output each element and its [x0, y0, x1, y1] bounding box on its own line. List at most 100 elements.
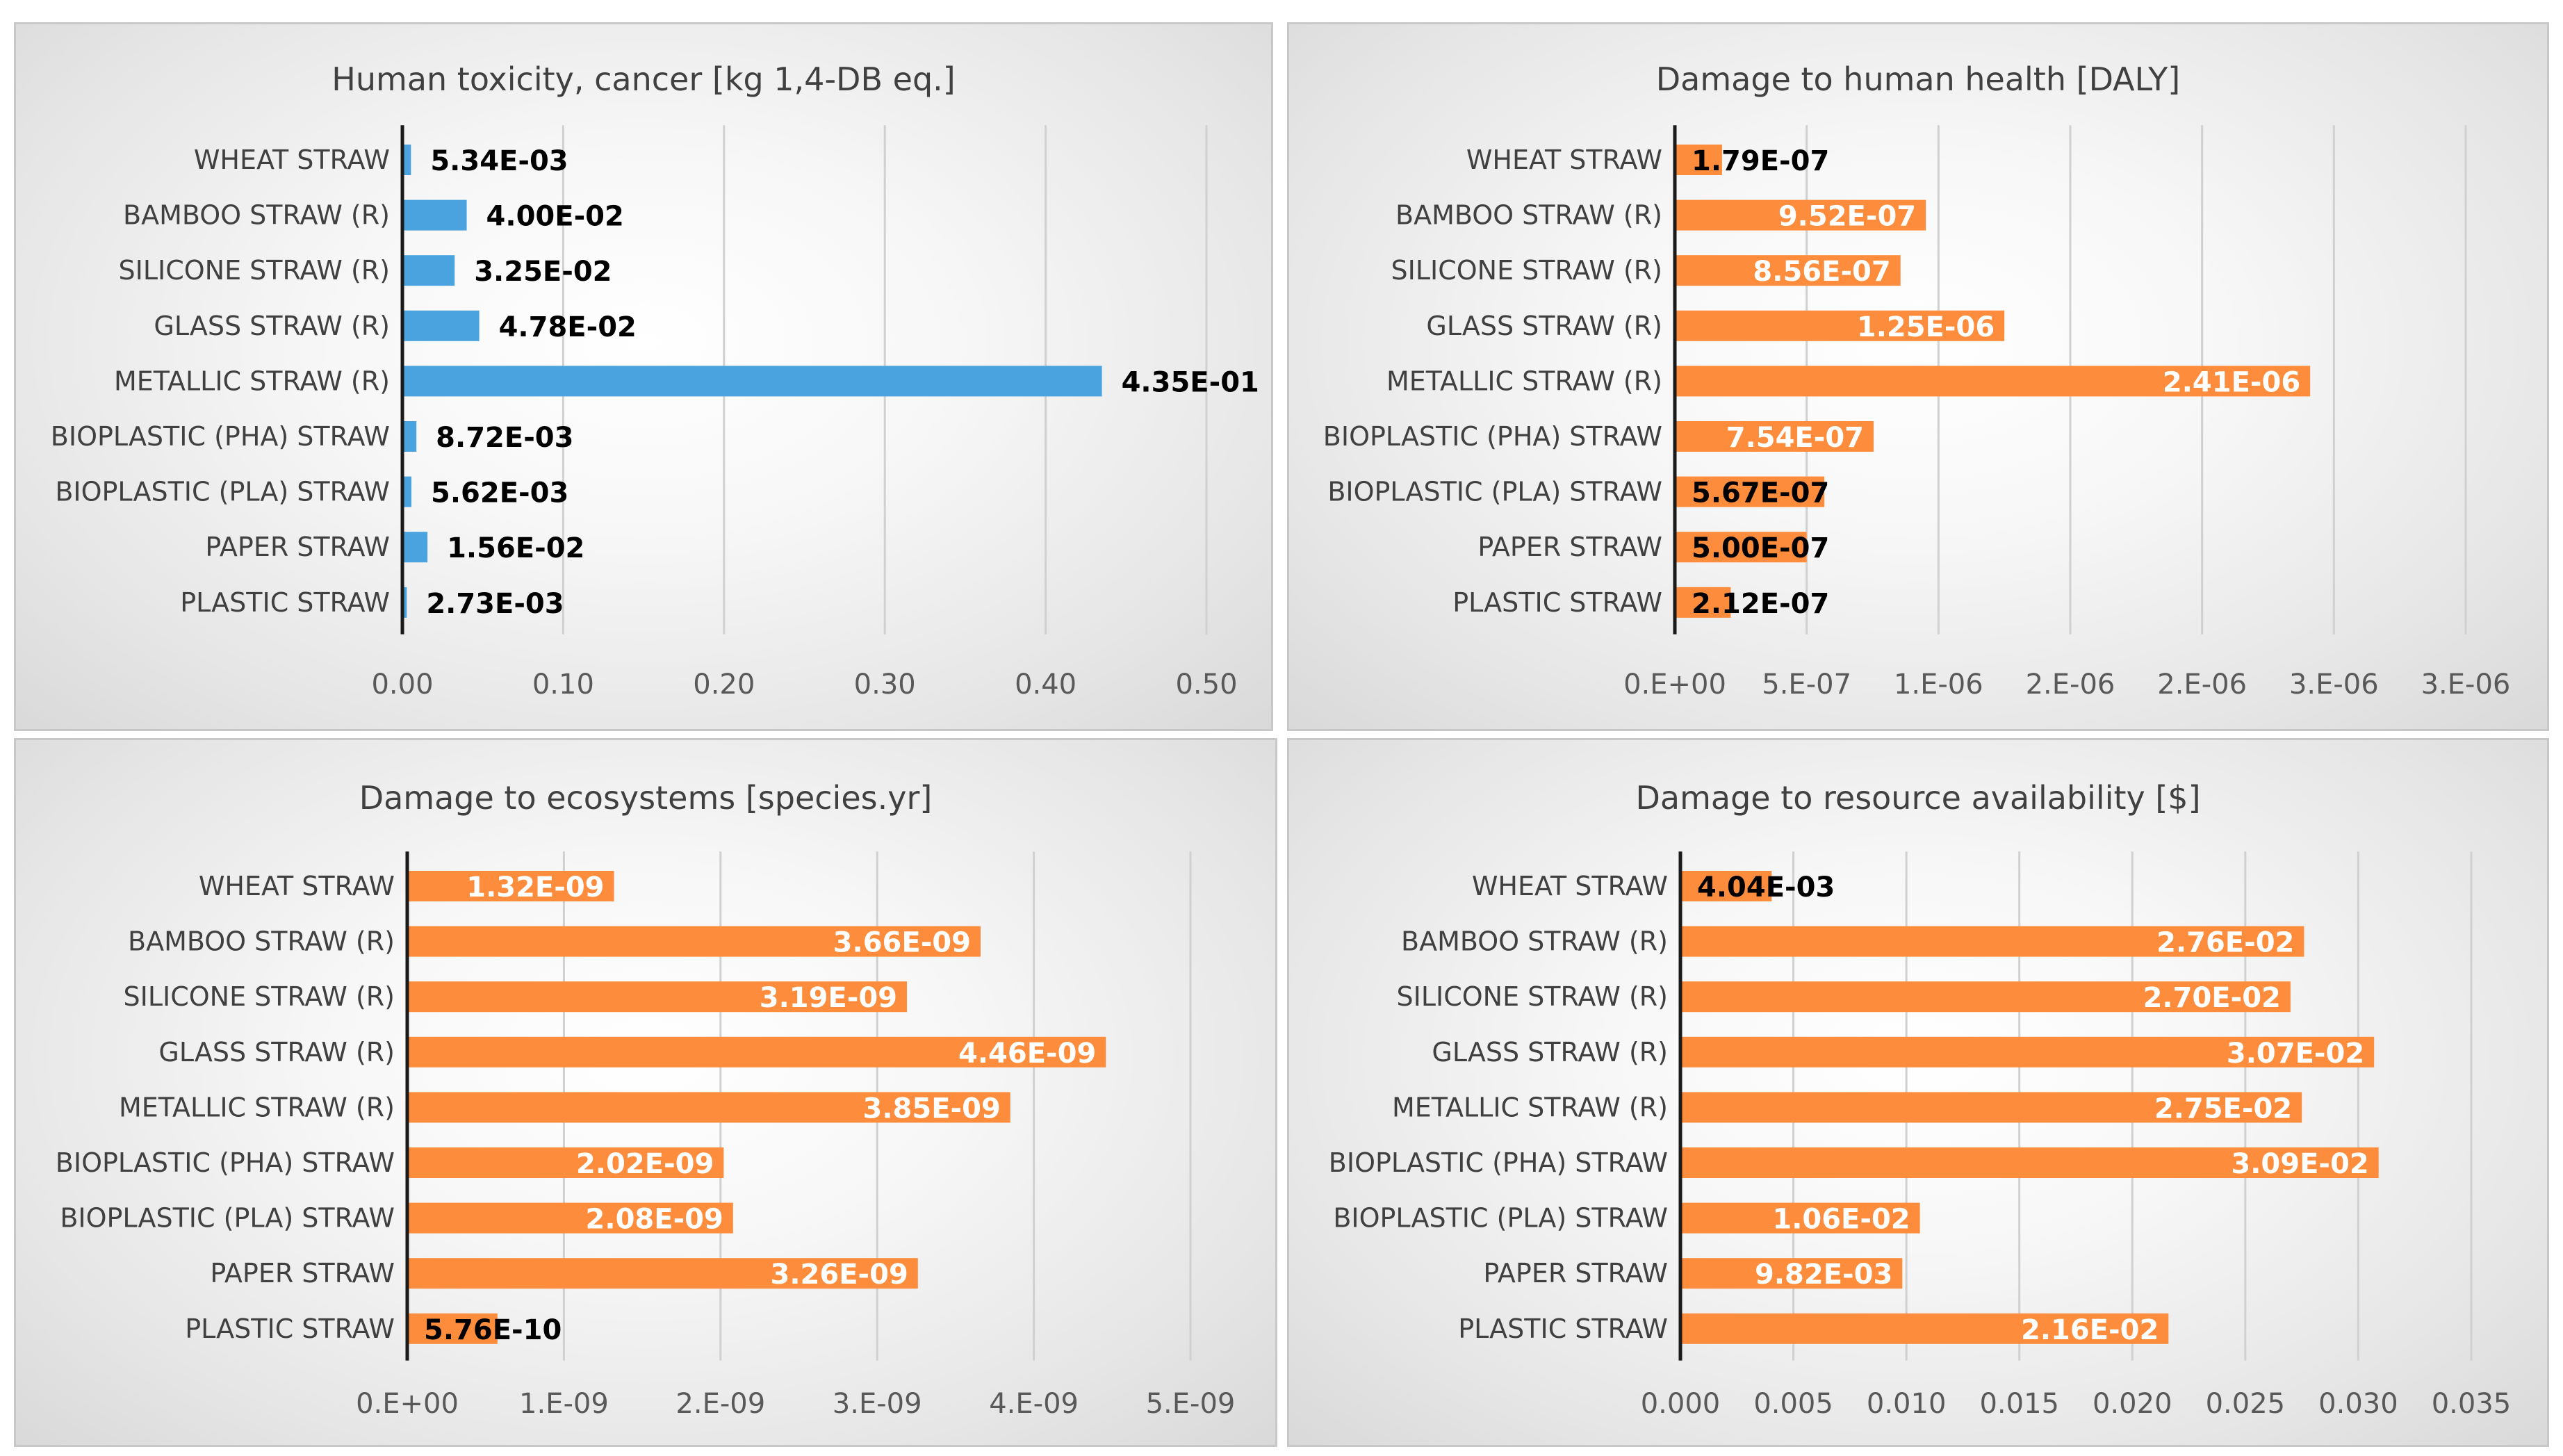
- category-label: BAMBOO STRAW (R): [123, 200, 390, 231]
- tick-label: 0.010: [1867, 1388, 1947, 1420]
- category-label: BIOPLASTIC (PHA) STRAW: [51, 421, 390, 452]
- data-label: 1.32E-09: [466, 872, 604, 903]
- data-label: 3.07E-02: [2227, 1038, 2364, 1070]
- bar: [1680, 1202, 1920, 1234]
- tick-label: 0.10: [532, 669, 594, 701]
- bar: [1675, 310, 2005, 341]
- category-label: WHEAT STRAW: [1466, 145, 1662, 175]
- chart-ecosystems: Damage to ecosystems [species.yr] 0.E+00 1…: [56, 779, 1236, 1420]
- tick-label: 0.025: [2206, 1388, 2286, 1420]
- data-label: 5.00E-07: [1692, 532, 1829, 564]
- bar: [1680, 1092, 2302, 1123]
- data-label: 8.72E-03: [436, 422, 573, 454]
- category-label: BIOPLASTIC (PLA) STRAW: [55, 477, 390, 507]
- bar: [1680, 871, 1772, 901]
- chart-title: Damage to ecosystems [species.yr]: [359, 779, 933, 817]
- chart-panel-human-toxicity: Human toxicity, cancer [kg 1,4-DB eq.] 0.…: [14, 22, 1273, 731]
- chart-human-toxicity: Human toxicity, cancer [kg 1,4-DB eq.] 0.…: [51, 60, 1259, 701]
- category-label: PLASTIC STRAW: [1458, 1314, 1668, 1344]
- tick-label: 0.000: [1641, 1388, 1721, 1420]
- bar: [1675, 366, 2311, 397]
- bar: [1680, 926, 2304, 957]
- data-label: 8.56E-07: [1753, 256, 1890, 288]
- bar: [1675, 476, 1825, 507]
- category-label: BAMBOO STRAW (R): [128, 926, 395, 957]
- data-label: 5.62E-03: [431, 477, 568, 509]
- tick-label: 3.E-06: [2289, 669, 2379, 701]
- category-label: GLASS STRAW (R): [158, 1037, 395, 1068]
- bar: [407, 1147, 724, 1178]
- tick-label: 1.E-09: [519, 1388, 609, 1420]
- tick-label: 0.40: [1015, 669, 1076, 701]
- category-label: BIOPLASTIC (PHA) STRAW: [1323, 421, 1662, 452]
- tick-label: 0.020: [2093, 1388, 2172, 1420]
- chart-title: Human toxicity, cancer [kg 1,4-DB eq.]: [331, 60, 955, 98]
- data-label: 3.19E-09: [760, 982, 897, 1014]
- data-label: 5.34E-03: [430, 145, 568, 177]
- data-label: 2.73E-03: [426, 588, 564, 620]
- bar: [1675, 199, 1926, 231]
- tick-label: 2.E-06: [2026, 669, 2115, 701]
- category-label: PLASTIC STRAW: [180, 587, 390, 618]
- category-label: SILICONE STRAW (R): [1391, 255, 1662, 286]
- category-label: BIOPLASTIC (PHA) STRAW: [1329, 1147, 1668, 1178]
- category-label: PLASTIC STRAW: [185, 1314, 395, 1344]
- category-label: METALLIC STRAW (R): [119, 1092, 395, 1122]
- bar: [407, 926, 981, 957]
- data-label: 2.75E-02: [2154, 1093, 2292, 1124]
- chart-panel-resource-availability: Damage to resource availability [$] 0.000…: [1287, 738, 2549, 1447]
- bar: [407, 1258, 918, 1289]
- category-label: WHEAT STRAW: [194, 145, 390, 175]
- data-label: 9.82E-03: [1755, 1259, 1892, 1291]
- bar: [1680, 981, 2291, 1013]
- tick-label: 0.30: [854, 669, 916, 701]
- bar: [1680, 1313, 2169, 1344]
- category-label: BAMBOO STRAW (R): [1401, 926, 1668, 957]
- category-label: SILICONE STRAW (R): [119, 255, 390, 286]
- bar: [1680, 1258, 1903, 1289]
- bar: [1680, 1147, 2379, 1178]
- bar: [402, 366, 1102, 397]
- bar: [1680, 1036, 2375, 1068]
- data-label: 4.78E-02: [499, 311, 637, 343]
- category-label: SILICONE STRAW (R): [1397, 981, 1668, 1012]
- category-label: METALLIC STRAW (R): [114, 366, 390, 396]
- bar: [402, 310, 480, 341]
- bar: [407, 1313, 498, 1344]
- bar: [402, 532, 428, 563]
- tick-label: 0.015: [1979, 1388, 2059, 1420]
- bar: [402, 587, 407, 618]
- data-label: 3.66E-09: [833, 927, 971, 959]
- tick-label: 0.50: [1175, 669, 1237, 701]
- data-label: 3.09E-02: [2231, 1148, 2368, 1180]
- tick-label: 2.E-09: [675, 1388, 765, 1420]
- tick-label: 0.00: [371, 669, 433, 701]
- bar: [402, 145, 411, 175]
- chart-panel-human-health: Damage to human health [DALY] 0.E+00 5.E-0…: [1287, 22, 2549, 731]
- bar: [1675, 255, 1901, 286]
- chart-resource-availability: Damage to resource availability [$] 0.000…: [1329, 779, 2511, 1420]
- bar: [1675, 587, 1731, 618]
- chart-title: Damage to resource availability [$]: [1635, 779, 2200, 817]
- tick-label: 0.005: [1753, 1388, 1833, 1420]
- category-label: PAPER STRAW: [210, 1258, 395, 1289]
- data-label: 7.54E-07: [1726, 422, 1864, 454]
- data-label: 2.41E-06: [2163, 366, 2300, 398]
- bar: [407, 1036, 1106, 1068]
- bar: [402, 421, 417, 452]
- data-label: 5.67E-07: [1692, 477, 1829, 509]
- data-label: 9.52E-07: [1778, 201, 1916, 233]
- bar: [1675, 145, 1722, 175]
- category-label: GLASS STRAW (R): [1426, 311, 1662, 341]
- tick-label: 1.E-06: [1894, 669, 1983, 701]
- data-label: 2.08E-09: [586, 1204, 723, 1236]
- bar: [1675, 532, 1807, 563]
- data-label: 4.00E-02: [486, 201, 624, 233]
- data-label: 4.46E-09: [958, 1038, 1096, 1070]
- data-label: 2.70E-02: [2143, 982, 2281, 1014]
- data-label: 4.35E-01: [1122, 366, 1259, 398]
- data-label: 5.76E-10: [424, 1314, 562, 1346]
- chart-title: Damage to human health [DALY]: [1656, 60, 2180, 98]
- tick-label: 0.030: [2318, 1388, 2398, 1420]
- data-label: 1.25E-06: [1857, 311, 1995, 343]
